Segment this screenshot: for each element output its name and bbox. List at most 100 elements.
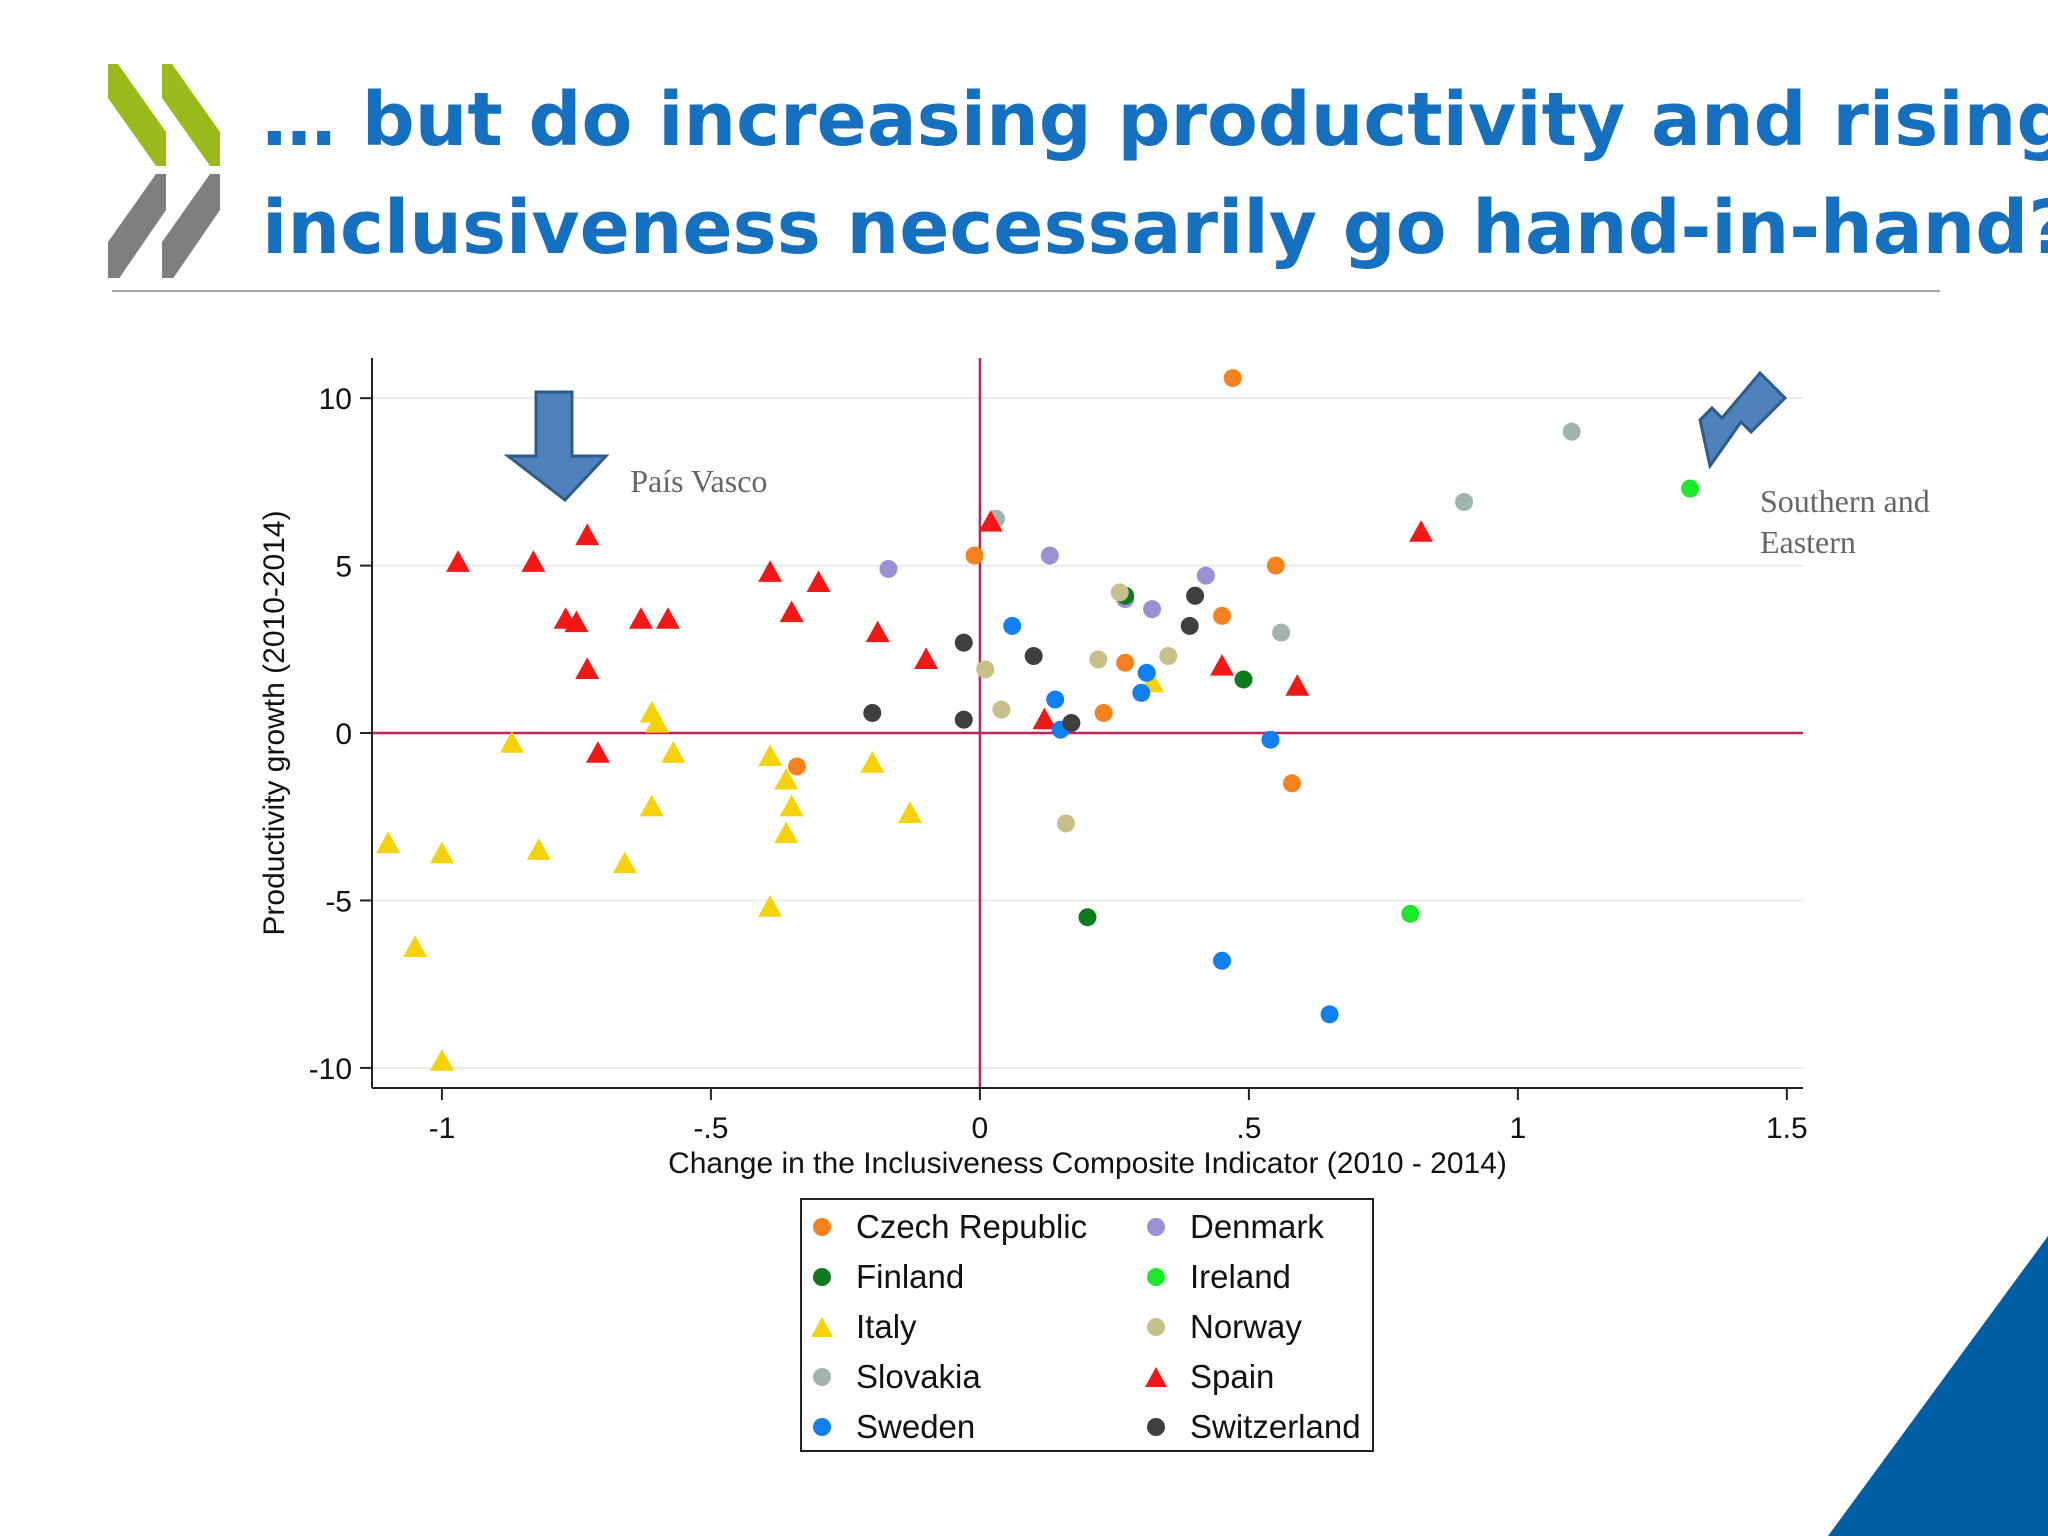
data-point-italy: [612, 851, 637, 874]
data-point-switzerland: [1062, 714, 1081, 732]
data-point-czech-republic: [1094, 703, 1113, 722]
y-tick-label: 10: [319, 383, 352, 416]
legend-item: Denmark: [1142, 1202, 1324, 1252]
data-point-italy: [499, 731, 524, 753]
annotation-label: Southern and Eastern: [1760, 483, 1930, 560]
data-point-slovakia: [1562, 422, 1581, 441]
data-point-spain: [628, 607, 653, 629]
data-point-spain: [914, 647, 939, 669]
data-point-norway: [1110, 583, 1129, 602]
down-arrow-icon: [503, 390, 610, 503]
annotation-label: País Vasco: [630, 463, 767, 499]
legend-item: Sweden: [808, 1402, 975, 1452]
x-tick-label: 1.5: [1766, 1112, 1808, 1145]
data-point-spain: [446, 550, 471, 572]
data-point-spain: [1409, 520, 1434, 542]
data-point-norway: [976, 660, 995, 679]
data-point-czech-republic: [787, 757, 806, 776]
data-point-spain: [1209, 654, 1234, 676]
data-point-switzerland: [954, 710, 973, 729]
corner-decoration: [1828, 1236, 2048, 1536]
data-point-sweden: [1320, 1005, 1339, 1024]
data-point-switzerland: [1024, 647, 1043, 666]
data-point-denmark: [879, 559, 898, 578]
data-point-italy: [429, 1049, 454, 1071]
data-point-spain: [758, 560, 783, 582]
y-tick-label: -10: [309, 1053, 352, 1086]
legend-label: Sweden: [856, 1408, 976, 1445]
data-point-italy: [774, 767, 799, 790]
data-point-spain: [1285, 674, 1310, 696]
legend-marker-circle-icon: [808, 1413, 836, 1441]
data-point-spain: [575, 657, 600, 680]
legend-label: Italy: [856, 1308, 917, 1345]
legend-label: Denmark: [1190, 1208, 1324, 1245]
data-point-switzerland: [1180, 616, 1199, 635]
data-point-sweden: [1132, 683, 1151, 702]
data-point-spain: [1032, 707, 1057, 730]
legend-marker-triangle-icon: [1142, 1363, 1170, 1391]
y-tick-label: 5: [335, 551, 352, 584]
data-point-denmark: [1143, 600, 1162, 619]
x-tick-label: -.5: [693, 1112, 728, 1145]
x-tick-label: 0: [972, 1112, 989, 1145]
data-point-italy: [526, 838, 551, 860]
data-point-italy: [639, 794, 664, 817]
plot-area: [372, 358, 1803, 1088]
data-point-italy: [403, 935, 428, 957]
data-point-italy: [661, 741, 686, 763]
data-point-sweden: [1137, 663, 1156, 682]
title-divider: [112, 290, 1940, 292]
data-point-italy: [897, 801, 922, 824]
data-point-slovakia: [1455, 492, 1474, 511]
data-point-czech-republic: [1223, 369, 1242, 388]
data-point-italy: [645, 711, 670, 733]
legend-item: Switzerland: [1142, 1402, 1361, 1452]
data-point-switzerland: [863, 703, 882, 722]
x-tick-label: 1: [1510, 1112, 1527, 1145]
data-point-spain: [521, 550, 546, 572]
data-point-czech-republic: [1212, 606, 1231, 625]
legend-item: Czech Republic: [808, 1202, 1087, 1252]
legend-label: Slovakia: [856, 1358, 981, 1395]
data-point-switzerland: [1186, 586, 1205, 605]
data-point-spain: [978, 510, 1003, 532]
data-point-italy: [429, 841, 454, 864]
legend-item: Finland: [808, 1252, 964, 1302]
data-point-norway: [992, 700, 1011, 719]
data-point-sweden: [1046, 690, 1065, 709]
legend-label: Norway: [1190, 1308, 1302, 1345]
data-point-czech-republic: [965, 546, 984, 565]
data-point-spain: [806, 570, 831, 592]
data-point-czech-republic: [1116, 653, 1135, 672]
legend-item: Spain: [1142, 1352, 1274, 1402]
data-point-finland: [1078, 908, 1097, 927]
legend-item: Slovakia: [808, 1352, 981, 1402]
legend-label: Spain: [1190, 1358, 1275, 1395]
slide-title-line-2: inclusiveness necessarily go hand-in-han…: [262, 185, 2048, 271]
data-point-czech-republic: [1282, 774, 1301, 793]
legend-item: Italy: [808, 1302, 917, 1352]
slide-title-line-1: … but do increasing productivity and ris…: [262, 77, 2048, 163]
legend-marker-circle-icon: [808, 1263, 836, 1291]
data-point-norway: [1056, 814, 1075, 833]
legend-marker-triangle-icon: [808, 1313, 836, 1341]
legend-marker-circle-icon: [1142, 1313, 1170, 1341]
legend-marker-circle-icon: [808, 1213, 836, 1241]
data-point-denmark: [1196, 566, 1215, 585]
data-point-czech-republic: [1266, 556, 1285, 575]
x-tick-label: .5: [1236, 1112, 1261, 1145]
data-point-spain: [564, 610, 589, 633]
legend-marker-circle-icon: [808, 1363, 836, 1391]
slide-title: … but do increasing productivity and ris…: [262, 66, 2048, 282]
data-point-italy: [758, 744, 783, 767]
data-point-italy: [758, 895, 783, 917]
data-point-sweden: [1212, 951, 1231, 970]
down-arrow-icon: [1698, 370, 1788, 470]
data-point-sweden: [1003, 616, 1022, 635]
data-point-spain: [865, 620, 890, 643]
legend-marker-circle-icon: [1142, 1263, 1170, 1291]
legend-label: Switzerland: [1190, 1408, 1361, 1445]
data-point-norway: [1159, 647, 1178, 666]
